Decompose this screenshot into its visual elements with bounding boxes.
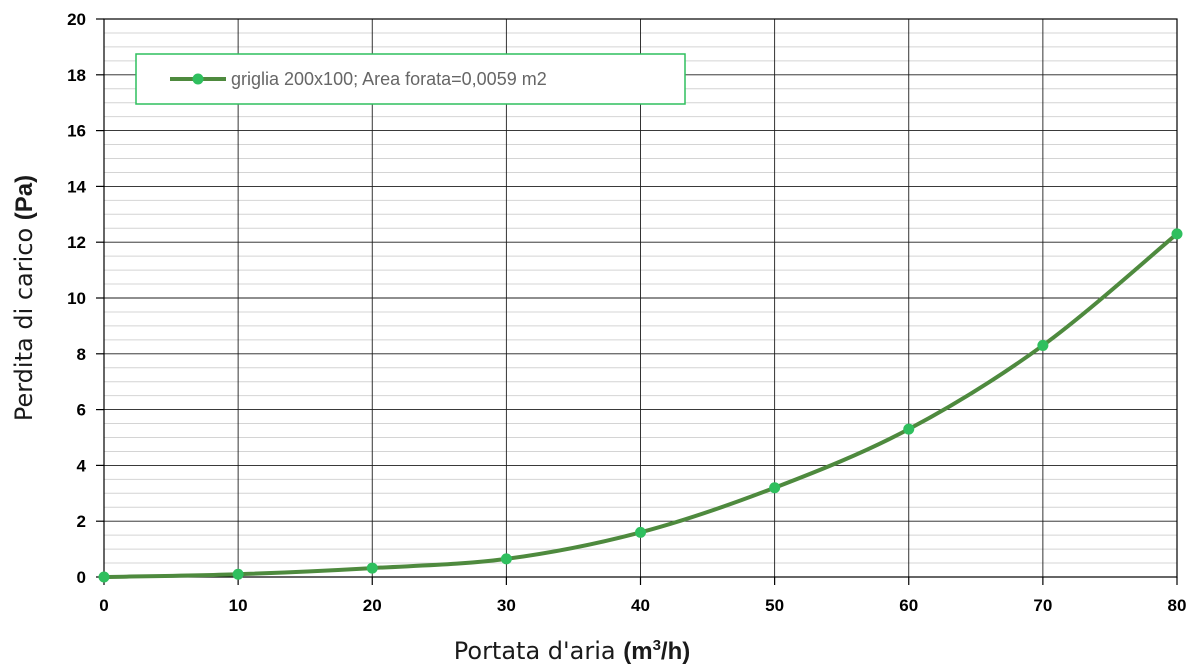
data-point: [903, 423, 915, 435]
y-tick-label: 18: [67, 66, 86, 85]
x-tick-label: 40: [631, 596, 650, 615]
x-axis-title: Portata d'aria (m3/h): [454, 637, 690, 665]
x-tick-label: 80: [1168, 596, 1187, 615]
y-tick-label: 4: [77, 456, 87, 475]
y-tick-label: 6: [77, 401, 86, 420]
y-tick-label: 0: [77, 568, 86, 587]
series-line: [103, 232, 1179, 579]
y-tick-label: 10: [67, 289, 86, 308]
data-point: [232, 568, 244, 580]
data-point: [98, 571, 110, 583]
data-point: [500, 553, 512, 565]
y-tick-label: 8: [77, 345, 86, 364]
legend: griglia 200x100; Area forata=0,0059 m2: [135, 53, 686, 105]
tick-labels: 0 2 4 6 8 10 12 14 16 18 20 0 10 20 30 40 50 60 70 80: [67, 10, 1186, 615]
y-tick-label: 20: [67, 10, 86, 29]
legend-series-label: griglia 200x100; Area forata=0,0059 m2: [231, 69, 547, 89]
x-tick-label: 60: [899, 596, 918, 615]
y-tick-label: 14: [67, 177, 86, 196]
x-tick-label: 20: [363, 596, 382, 615]
data-point: [1037, 339, 1049, 351]
data-point: [769, 482, 781, 494]
y-tick-label: 16: [67, 122, 86, 141]
x-tick-label: 30: [497, 596, 516, 615]
data-point: [635, 526, 646, 538]
data-point: [1171, 228, 1183, 240]
axes: [96, 18, 1178, 585]
x-tick-label: 0: [99, 596, 108, 615]
legend-marker-sample: [192, 73, 204, 85]
y-tick-label: 12: [67, 233, 86, 252]
legend-box: [135, 53, 686, 105]
x-tick-label: 70: [1033, 596, 1052, 615]
y-tick-label: 2: [77, 512, 86, 531]
series-layer: [98, 228, 1183, 583]
x-tick-label: 50: [765, 596, 784, 615]
data-point: [366, 562, 378, 574]
y-axis-title: Perdita di carico (Pa): [10, 175, 38, 421]
x-tick-label: 10: [229, 596, 248, 615]
